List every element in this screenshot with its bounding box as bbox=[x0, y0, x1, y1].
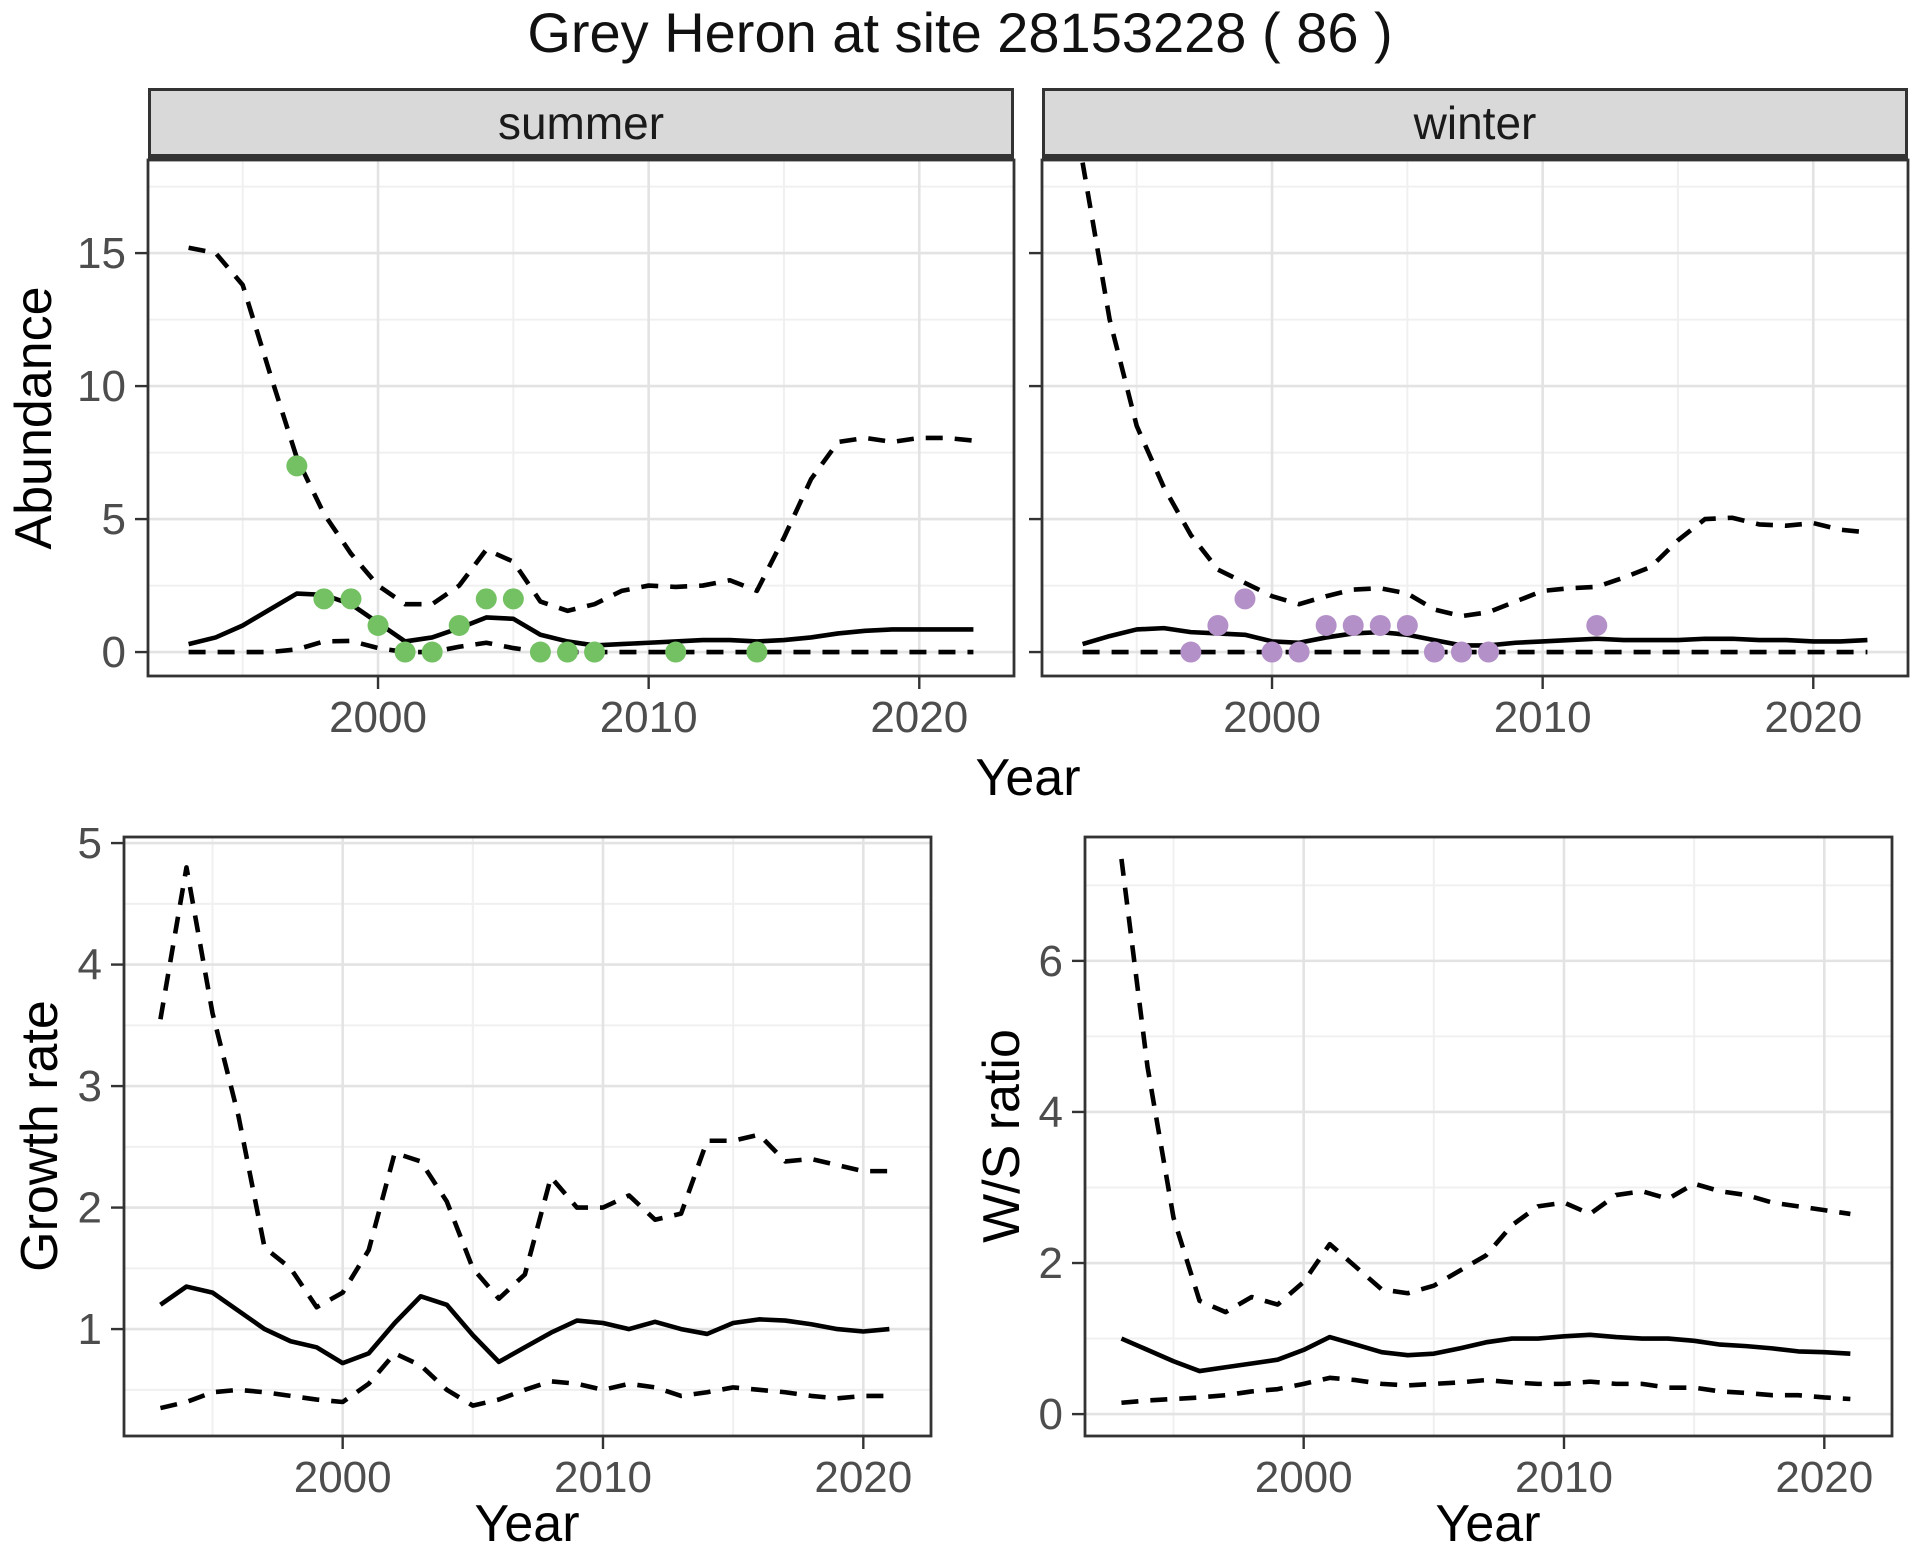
facet-strip-summer: summer bbox=[148, 88, 1014, 160]
data-point bbox=[1369, 614, 1391, 636]
growth-year-axis-title: Year bbox=[474, 1495, 580, 1553]
y-tick-label: 15 bbox=[77, 229, 126, 278]
data-point bbox=[529, 641, 551, 663]
facet-strip-winter-label: winter bbox=[1413, 96, 1537, 149]
data-point bbox=[746, 641, 768, 663]
data-point bbox=[1234, 588, 1256, 610]
ws-year-axis-title: Year bbox=[1435, 1495, 1541, 1553]
data-point bbox=[475, 588, 497, 610]
x-tick-label: 2000 bbox=[1223, 693, 1321, 742]
data-point bbox=[448, 614, 470, 636]
data-point bbox=[1207, 614, 1229, 636]
y-tick-label: 3 bbox=[78, 1062, 102, 1111]
y-tick-label: 4 bbox=[78, 941, 102, 990]
y-tick-label: 5 bbox=[102, 495, 126, 544]
data-point bbox=[1288, 641, 1310, 663]
y-tick-label: 1 bbox=[78, 1305, 102, 1354]
x-tick-label: 2010 bbox=[1494, 693, 1592, 742]
data-point bbox=[1261, 641, 1283, 663]
data-point bbox=[1586, 614, 1608, 636]
data-point bbox=[394, 641, 416, 663]
top-year-axis-title: Year bbox=[975, 749, 1081, 807]
facet-strip-winter: winter bbox=[1042, 88, 1908, 160]
y-tick-label: 0 bbox=[1039, 1390, 1063, 1439]
growth-rate-plot: 2000 2010 2020 1 2 3 4 5 bbox=[78, 819, 933, 1502]
data-point bbox=[286, 455, 308, 477]
y-tick-label: 4 bbox=[1039, 1088, 1063, 1137]
data-point bbox=[556, 641, 578, 663]
abundance-summer-plot: 2000 2010 2020 0 5 10 15 bbox=[77, 158, 1016, 742]
x-tick-label: 2010 bbox=[1515, 1453, 1613, 1502]
y-tick-label: 2 bbox=[1039, 1239, 1063, 1288]
data-point bbox=[313, 588, 335, 610]
data-point bbox=[421, 641, 443, 663]
x-tick-label: 2020 bbox=[814, 1453, 912, 1502]
x-tick-label: 2020 bbox=[1775, 1453, 1873, 1502]
data-point bbox=[1478, 641, 1500, 663]
ws-ratio-plot: 2000 2010 2020 0 2 4 6 bbox=[1039, 835, 1894, 1502]
y-tick-label: 2 bbox=[78, 1184, 102, 1233]
data-point bbox=[1180, 641, 1202, 663]
x-tick-label: 2000 bbox=[329, 693, 427, 742]
x-tick-label: 2010 bbox=[600, 693, 698, 742]
data-point bbox=[502, 588, 524, 610]
data-point bbox=[665, 641, 687, 663]
x-tick-label: 2020 bbox=[1764, 693, 1862, 742]
x-tick-label: 2000 bbox=[1255, 1453, 1353, 1502]
data-point bbox=[340, 588, 362, 610]
data-point bbox=[1396, 614, 1418, 636]
y-tick-label: 6 bbox=[1039, 937, 1063, 986]
data-point bbox=[1342, 614, 1364, 636]
y-tick-label: 10 bbox=[77, 362, 126, 411]
x-tick-label: 2010 bbox=[554, 1453, 652, 1502]
y-tick-label: 5 bbox=[78, 819, 102, 868]
y-tick-label: 0 bbox=[102, 628, 126, 677]
data-point bbox=[367, 614, 389, 636]
data-point bbox=[1315, 614, 1337, 636]
page-title: Grey Heron at site 28153228 ( 86 ) bbox=[527, 1, 1393, 64]
abundance-winter-plot: 2000 2010 2020 bbox=[1029, 158, 1910, 742]
data-point bbox=[584, 641, 606, 663]
data-point bbox=[1423, 641, 1445, 663]
x-tick-label: 2020 bbox=[870, 693, 968, 742]
facet-strip-summer-label: summer bbox=[497, 96, 665, 149]
x-tick-label: 2000 bbox=[294, 1453, 392, 1502]
data-point bbox=[1450, 641, 1472, 663]
